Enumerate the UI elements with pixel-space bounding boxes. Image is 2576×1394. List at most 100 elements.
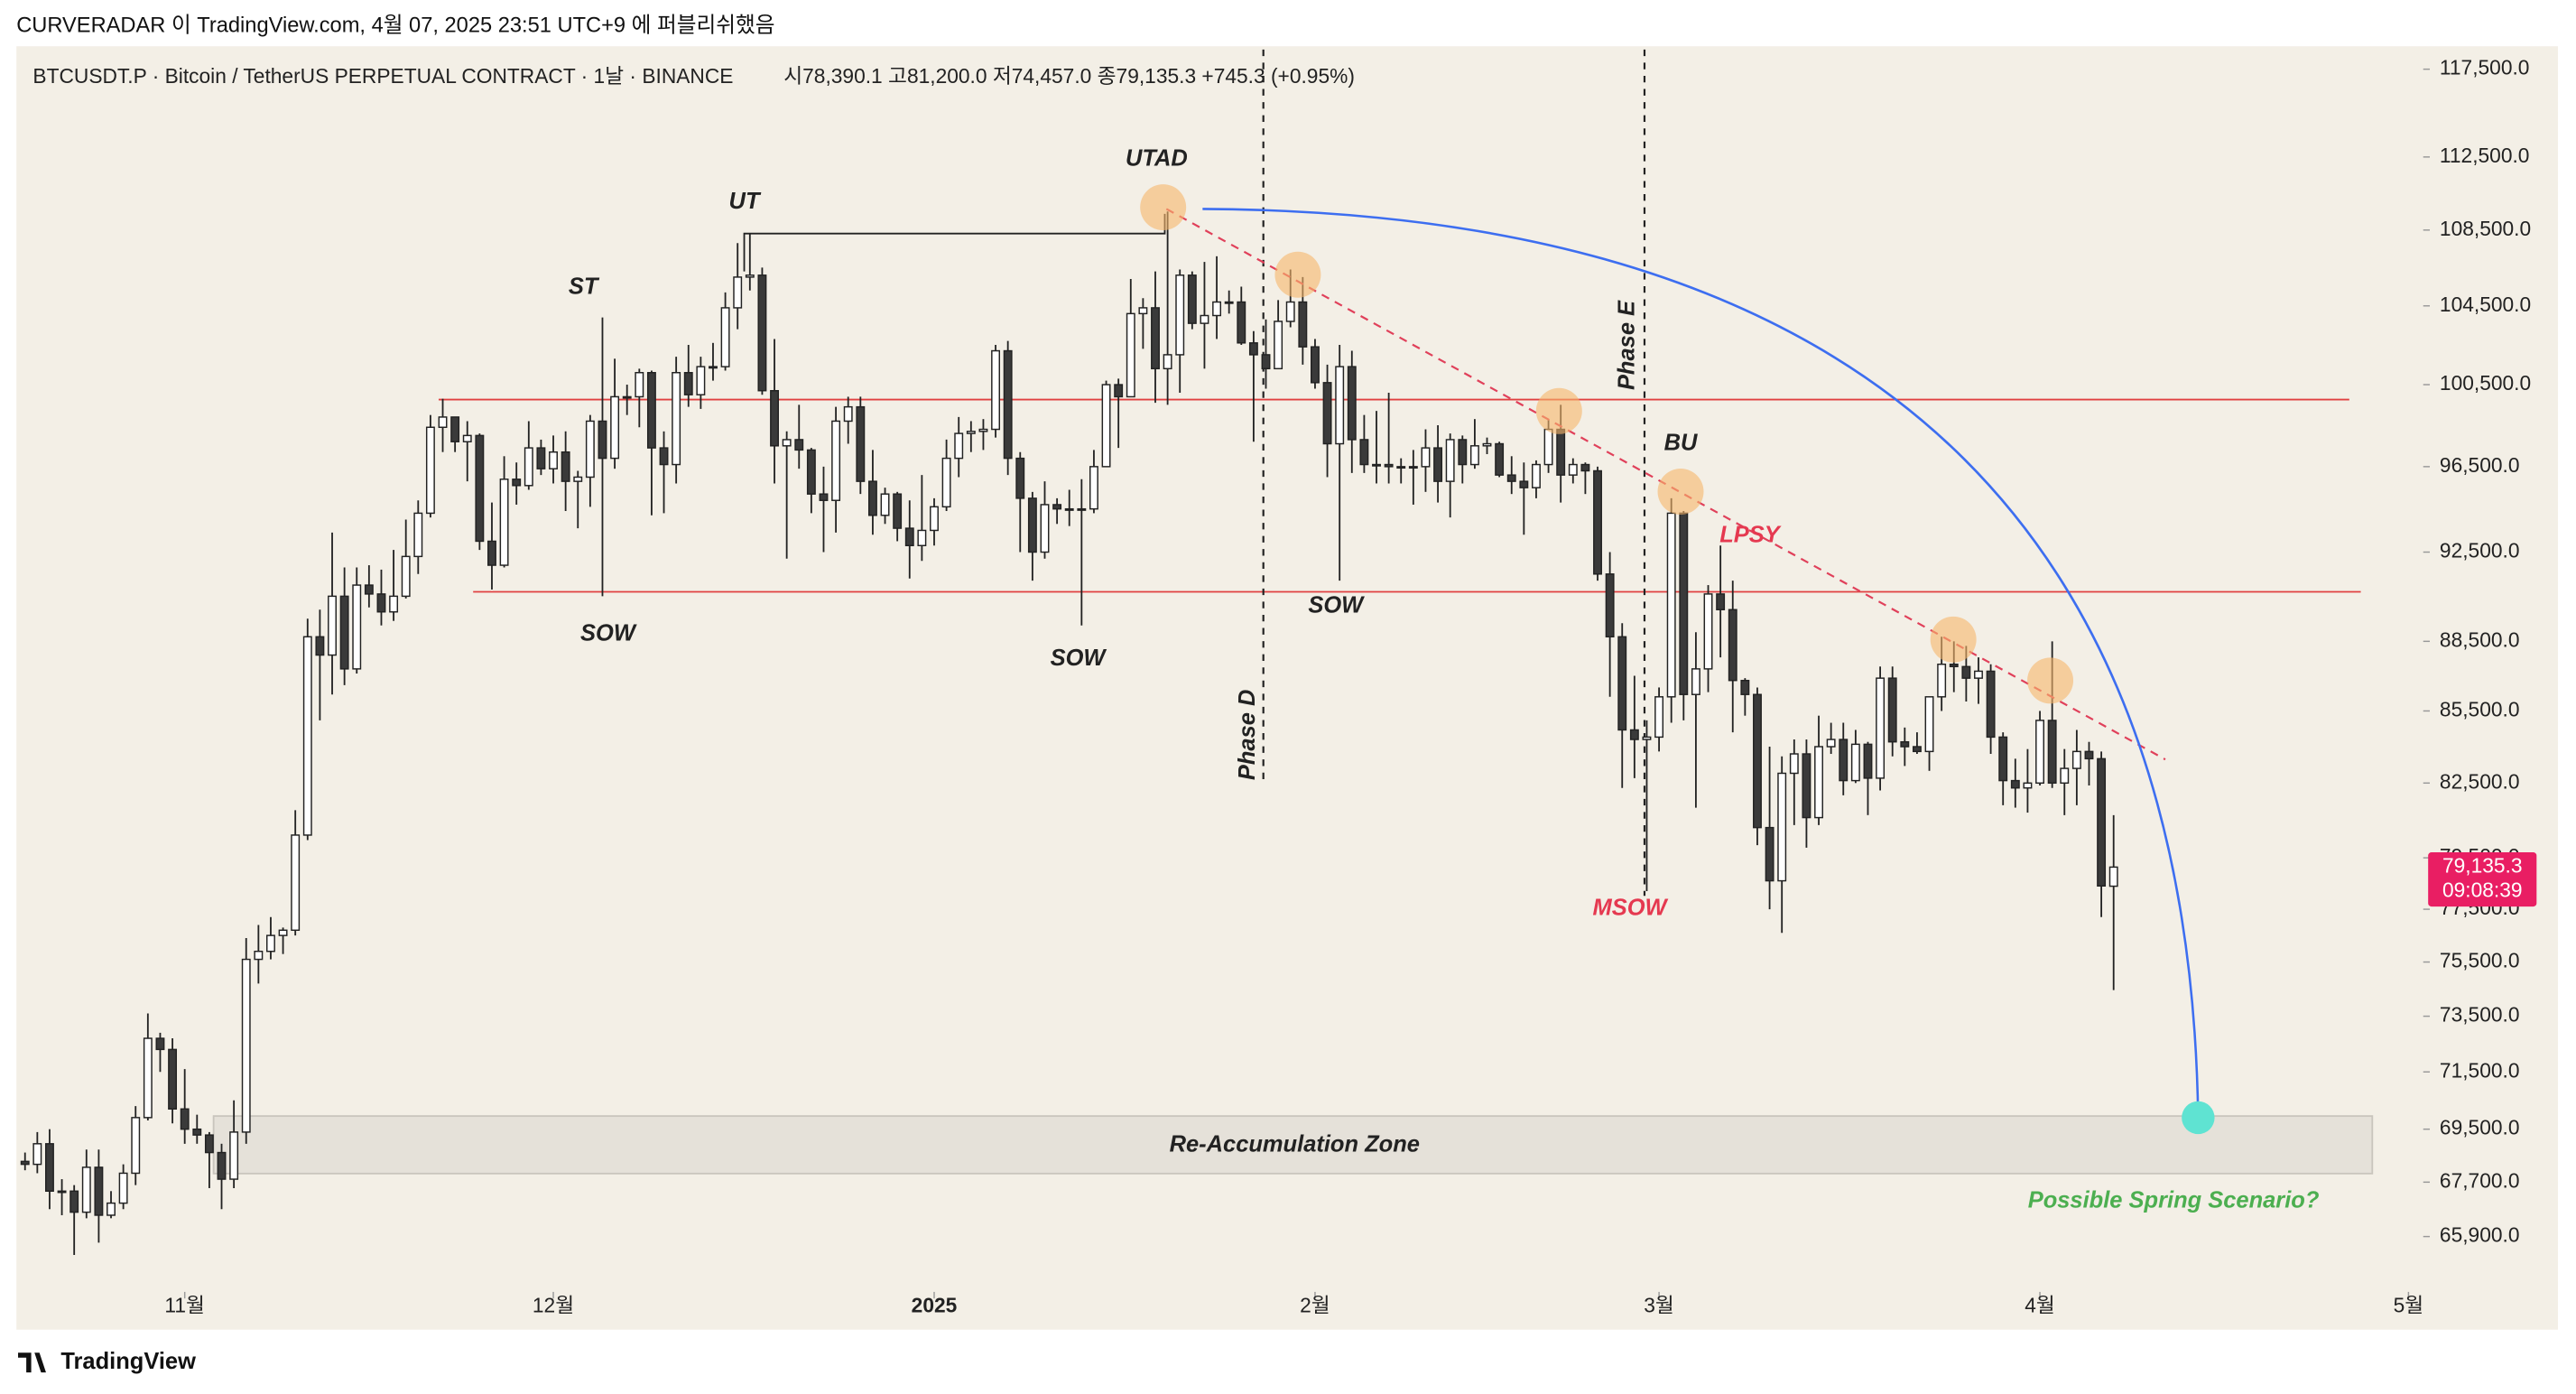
candle-body: [1556, 428, 1566, 476]
y-tick-label: 65,900.0: [2440, 1223, 2520, 1247]
candle-body: [487, 540, 496, 566]
annotation: SOW: [580, 621, 637, 646]
candle-body: [376, 593, 386, 613]
candle-body: [904, 527, 914, 546]
candle-body: [867, 480, 877, 516]
candle-body: [1101, 384, 1111, 468]
x-tick-label: 2025: [912, 1293, 958, 1316]
candle-body: [1666, 512, 1676, 698]
candle-body: [770, 390, 779, 447]
candle-body: [1322, 382, 1332, 445]
candle-body: [1212, 301, 1222, 317]
candle-body: [757, 274, 767, 392]
candle-body: [1359, 439, 1369, 466]
y-tick-label: 100,500.0: [2440, 371, 2531, 395]
candle-body: [57, 1190, 67, 1194]
publisher: CURVERADAR 이 TradingView.com, 4월 07, 202…: [16, 14, 774, 38]
candle-body: [1408, 466, 1418, 469]
candle-body: [1372, 463, 1381, 467]
candle-body: [1863, 743, 1873, 779]
candle-body: [20, 1160, 30, 1166]
candle-body: [291, 834, 301, 932]
candle-body: [819, 493, 829, 501]
candle-body: [1617, 636, 1627, 731]
candle-body: [1568, 463, 1578, 476]
candle-body: [425, 426, 435, 515]
candle-body: [1789, 753, 1799, 775]
candle-body: [561, 451, 570, 482]
candle-body: [1126, 312, 1135, 398]
annotation: UTAD: [1126, 146, 1188, 172]
y-tick-label: 69,500.0: [2440, 1116, 2520, 1139]
candle-body: [155, 1037, 165, 1051]
candle-body: [978, 428, 988, 432]
candle-body: [1495, 442, 1505, 476]
overlay: UT ST UTAD SOW SOW SOW Phase D Phase E B…: [569, 146, 2320, 1213]
annotation: LPSY: [1719, 522, 1782, 547]
annotation: SOW: [1051, 646, 1107, 671]
candle-body: [32, 1143, 42, 1166]
candle-body: [462, 434, 472, 442]
candle-body: [401, 555, 411, 598]
candle-body: [143, 1037, 153, 1119]
candle-body: [254, 950, 264, 961]
candle-body: [806, 449, 816, 495]
annotation: Phase D: [1235, 690, 1260, 781]
candle-body: [573, 476, 583, 482]
candle-body: [1961, 665, 1971, 679]
candle-body: [1937, 664, 1947, 698]
candle-body: [339, 595, 349, 670]
candle-body: [1949, 664, 1959, 668]
candle-body: [1237, 301, 1246, 344]
candle-body: [1703, 593, 1713, 670]
candle-body: [1298, 301, 1308, 348]
candle-body: [1753, 693, 1762, 829]
highlight-circle: [1657, 468, 1704, 515]
candle-body: [180, 1108, 190, 1130]
x-tick-label: 12월: [533, 1293, 574, 1316]
candle-body: [1580, 463, 1590, 472]
target-circle: [2182, 1101, 2215, 1135]
candle-body: [1261, 354, 1271, 370]
candle-body: [696, 366, 706, 395]
candle-body: [683, 372, 693, 395]
candle-body: [524, 447, 533, 487]
x-tick-label: 11월: [164, 1293, 205, 1316]
symbol-title: BTCUSDT.P · Bitcoin / TetherUS PERPETUAL…: [32, 64, 733, 88]
y-tick-label: 88,500.0: [2440, 627, 2520, 651]
candle-body: [1691, 668, 1700, 695]
candle-body: [1629, 729, 1639, 740]
candle-body: [1040, 504, 1050, 553]
ohlc-text: 시78,390.1 고81,200.0 저74,457.0 종79,135.3 …: [783, 64, 1355, 88]
zone-label: Re-Accumulation Zone: [1170, 1132, 1420, 1157]
candle-body: [1433, 447, 1443, 482]
candle-body: [1003, 349, 1013, 460]
candle-body: [1974, 670, 1983, 679]
candle-body: [536, 447, 546, 469]
candle-body: [1163, 354, 1172, 370]
highlight-circle: [1140, 184, 1187, 231]
candle-body: [733, 276, 743, 309]
candle-body: [941, 457, 951, 508]
candle-body: [512, 479, 522, 487]
candle-body: [2060, 767, 2070, 785]
candle-body: [635, 372, 644, 398]
candle-body: [413, 512, 423, 558]
candle-body: [1532, 463, 1541, 488]
candle-body: [352, 584, 362, 670]
candle-body: [168, 1048, 178, 1111]
candle-body: [1777, 772, 1787, 882]
candle-body: [745, 274, 755, 278]
candle-body: [966, 431, 976, 434]
candle-body: [241, 958, 251, 1133]
candle-body: [450, 416, 460, 442]
logo: [18, 1352, 46, 1373]
candle-body: [1285, 301, 1295, 322]
candle-body: [954, 432, 964, 460]
y-tick-label: 82,500.0: [2440, 769, 2520, 793]
candle-body: [1506, 474, 1516, 482]
candle-body: [1248, 342, 1258, 356]
candle-body: [659, 447, 669, 466]
candle-body: [1876, 677, 1886, 779]
